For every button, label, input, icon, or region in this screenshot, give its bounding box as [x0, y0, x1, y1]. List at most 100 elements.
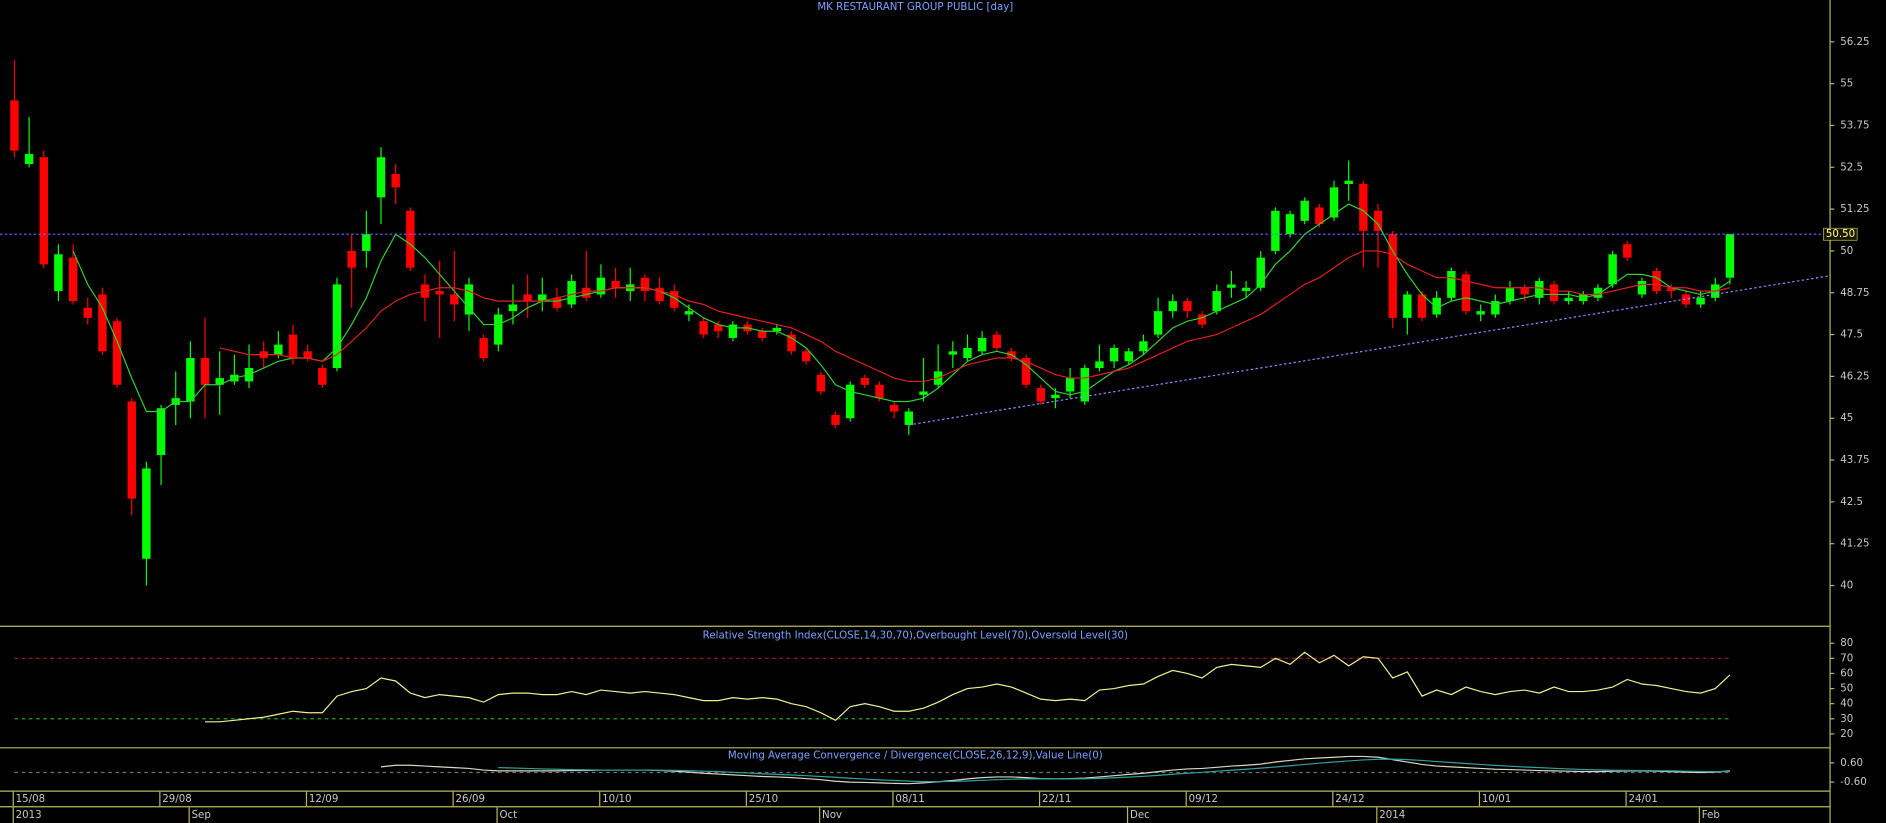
- candle-body: [831, 414, 840, 425]
- candle-body: [1681, 294, 1691, 305]
- candle-body: [1256, 257, 1265, 288]
- x-tick-label: 12/09: [309, 794, 338, 805]
- y-tick-label: 41.25: [1840, 539, 1869, 550]
- candle-body: [1021, 358, 1031, 385]
- y-tick-label: 40: [1840, 699, 1853, 710]
- candle-body: [1417, 294, 1427, 318]
- candle-body: [347, 250, 356, 268]
- candle-body: [1197, 314, 1207, 325]
- candle-body: [83, 307, 92, 318]
- candle-body: [288, 334, 298, 359]
- candle-body: [977, 337, 987, 352]
- candle-body: [1593, 287, 1603, 298]
- candle-body: [963, 347, 972, 359]
- y-tick-label: 43.75: [1840, 455, 1869, 466]
- candle-body: [362, 234, 371, 251]
- candle-body: [98, 294, 107, 352]
- y-tick-label: 70: [1840, 653, 1853, 664]
- candle-body: [684, 311, 694, 315]
- series-line: [498, 758, 1730, 783]
- y-tick-label: 50: [1840, 246, 1853, 257]
- candle-body: [1696, 297, 1705, 305]
- y-tick-label: 20: [1840, 729, 1853, 740]
- x-tick-label: 08/11: [895, 794, 924, 805]
- candle-body: [1344, 180, 1353, 185]
- candle-body: [992, 334, 1002, 348]
- candle-body: [1623, 244, 1632, 258]
- candle-body: [508, 304, 518, 312]
- candle-body: [919, 391, 928, 395]
- candle-body: [1241, 287, 1251, 292]
- candle-body: [1564, 297, 1573, 302]
- panel-title: MK RESTAURANT GROUP PUBLIC [day]: [817, 2, 1013, 13]
- candle-body: [24, 153, 34, 164]
- y-tick-label: 45: [1840, 413, 1853, 424]
- candle-body: [772, 327, 782, 332]
- y-tick-label: 53.75: [1840, 120, 1869, 131]
- candle-body: [1227, 284, 1236, 288]
- candle-body: [1139, 341, 1148, 352]
- candle-body: [332, 284, 342, 369]
- candle-body: [596, 277, 606, 295]
- y-tick-label: 46.25: [1840, 371, 1869, 382]
- candle-body: [142, 468, 151, 559]
- candle-body: [10, 100, 19, 151]
- candle-body: [186, 358, 195, 402]
- candle-body: [1080, 368, 1089, 402]
- candle-body: [1549, 284, 1559, 302]
- candle-body: [1183, 301, 1192, 312]
- candle-body: [1667, 287, 1676, 292]
- candle-body: [1447, 271, 1456, 298]
- y-tick-label: 60: [1840, 668, 1853, 679]
- candle-body: [1315, 207, 1324, 225]
- y-tick-label: 55: [1840, 79, 1853, 90]
- candle-body: [567, 281, 576, 305]
- candle-body: [699, 321, 708, 335]
- candle-body: [450, 294, 459, 305]
- y-tick-label: -0.60: [1840, 777, 1866, 788]
- candle-body: [1036, 388, 1045, 402]
- month-label: Feb: [1702, 810, 1720, 821]
- candle-body: [1505, 287, 1515, 302]
- candle-body: [889, 404, 899, 412]
- candle-body: [1153, 311, 1163, 335]
- candle-body: [406, 210, 415, 268]
- candle-body: [1491, 301, 1500, 315]
- candle-body: [787, 334, 796, 352]
- candle-body: [523, 294, 532, 302]
- candle-body: [582, 287, 591, 298]
- candle-body: [1109, 347, 1119, 362]
- candle-body: [670, 291, 679, 308]
- candle-body: [464, 284, 474, 315]
- candle-body: [611, 281, 620, 288]
- series-line: [205, 651, 1731, 723]
- y-tick-label: 56.25: [1840, 37, 1869, 48]
- candle-body: [1168, 301, 1177, 312]
- trend-line: [908, 275, 1829, 426]
- y-tick-label: 40: [1840, 581, 1853, 592]
- candle-body: [1388, 234, 1397, 318]
- candle-body: [1725, 234, 1735, 278]
- candle-body: [1065, 378, 1075, 392]
- candle-body: [1652, 271, 1661, 292]
- candle-body: [1300, 200, 1309, 221]
- candle-body: [801, 351, 811, 362]
- candle-body: [435, 291, 444, 295]
- candle-body: [1461, 274, 1471, 312]
- candle-body: [391, 173, 400, 188]
- month-label: Dec: [1130, 810, 1150, 821]
- candle-body: [948, 351, 958, 355]
- candle-body: [1051, 394, 1060, 399]
- candle-body: [1637, 281, 1647, 295]
- month-label: Sep: [192, 810, 211, 821]
- x-tick-label: 15/08: [16, 794, 45, 805]
- month-label: Nov: [822, 810, 842, 821]
- candle-body: [215, 378, 224, 385]
- candle-body: [1535, 281, 1544, 298]
- candle-body: [200, 358, 210, 385]
- candle-body: [904, 411, 914, 425]
- last-price-box: [1823, 227, 1858, 241]
- candle-body: [1432, 297, 1441, 315]
- candle-body: [68, 257, 78, 302]
